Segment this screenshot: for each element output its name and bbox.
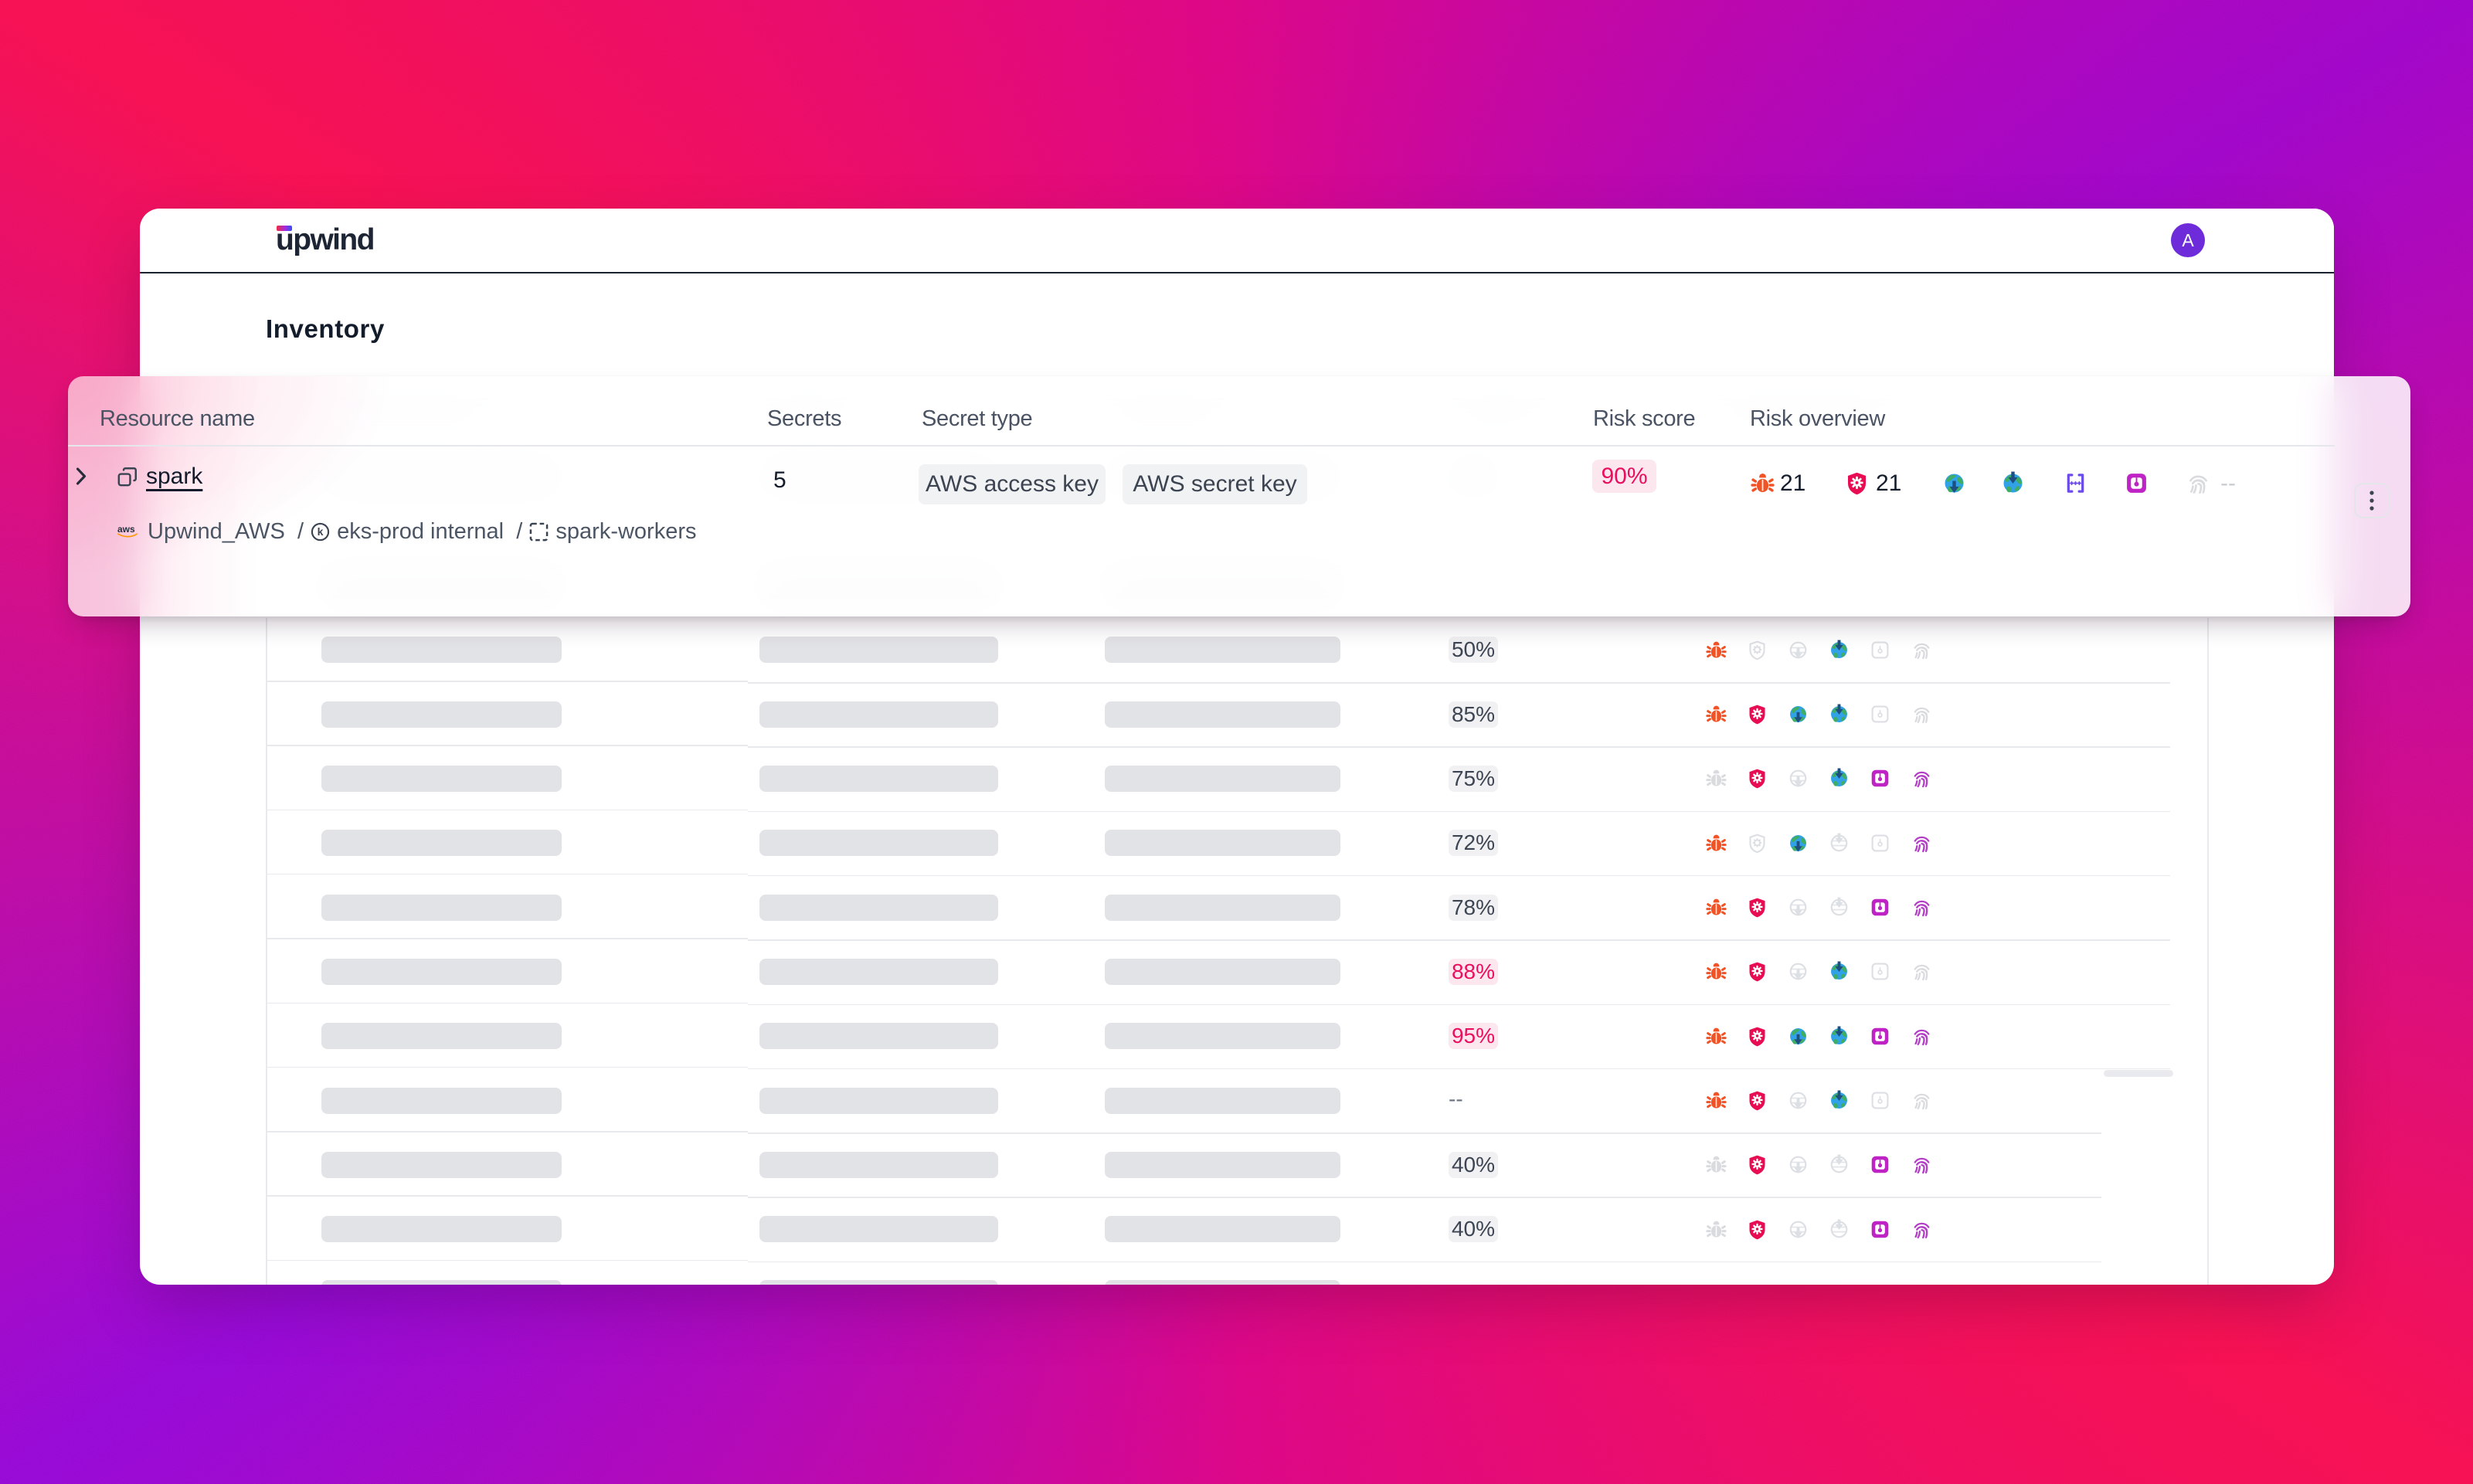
svg-text:k: k [318,525,324,538]
svg-text:aws: aws [117,524,135,535]
